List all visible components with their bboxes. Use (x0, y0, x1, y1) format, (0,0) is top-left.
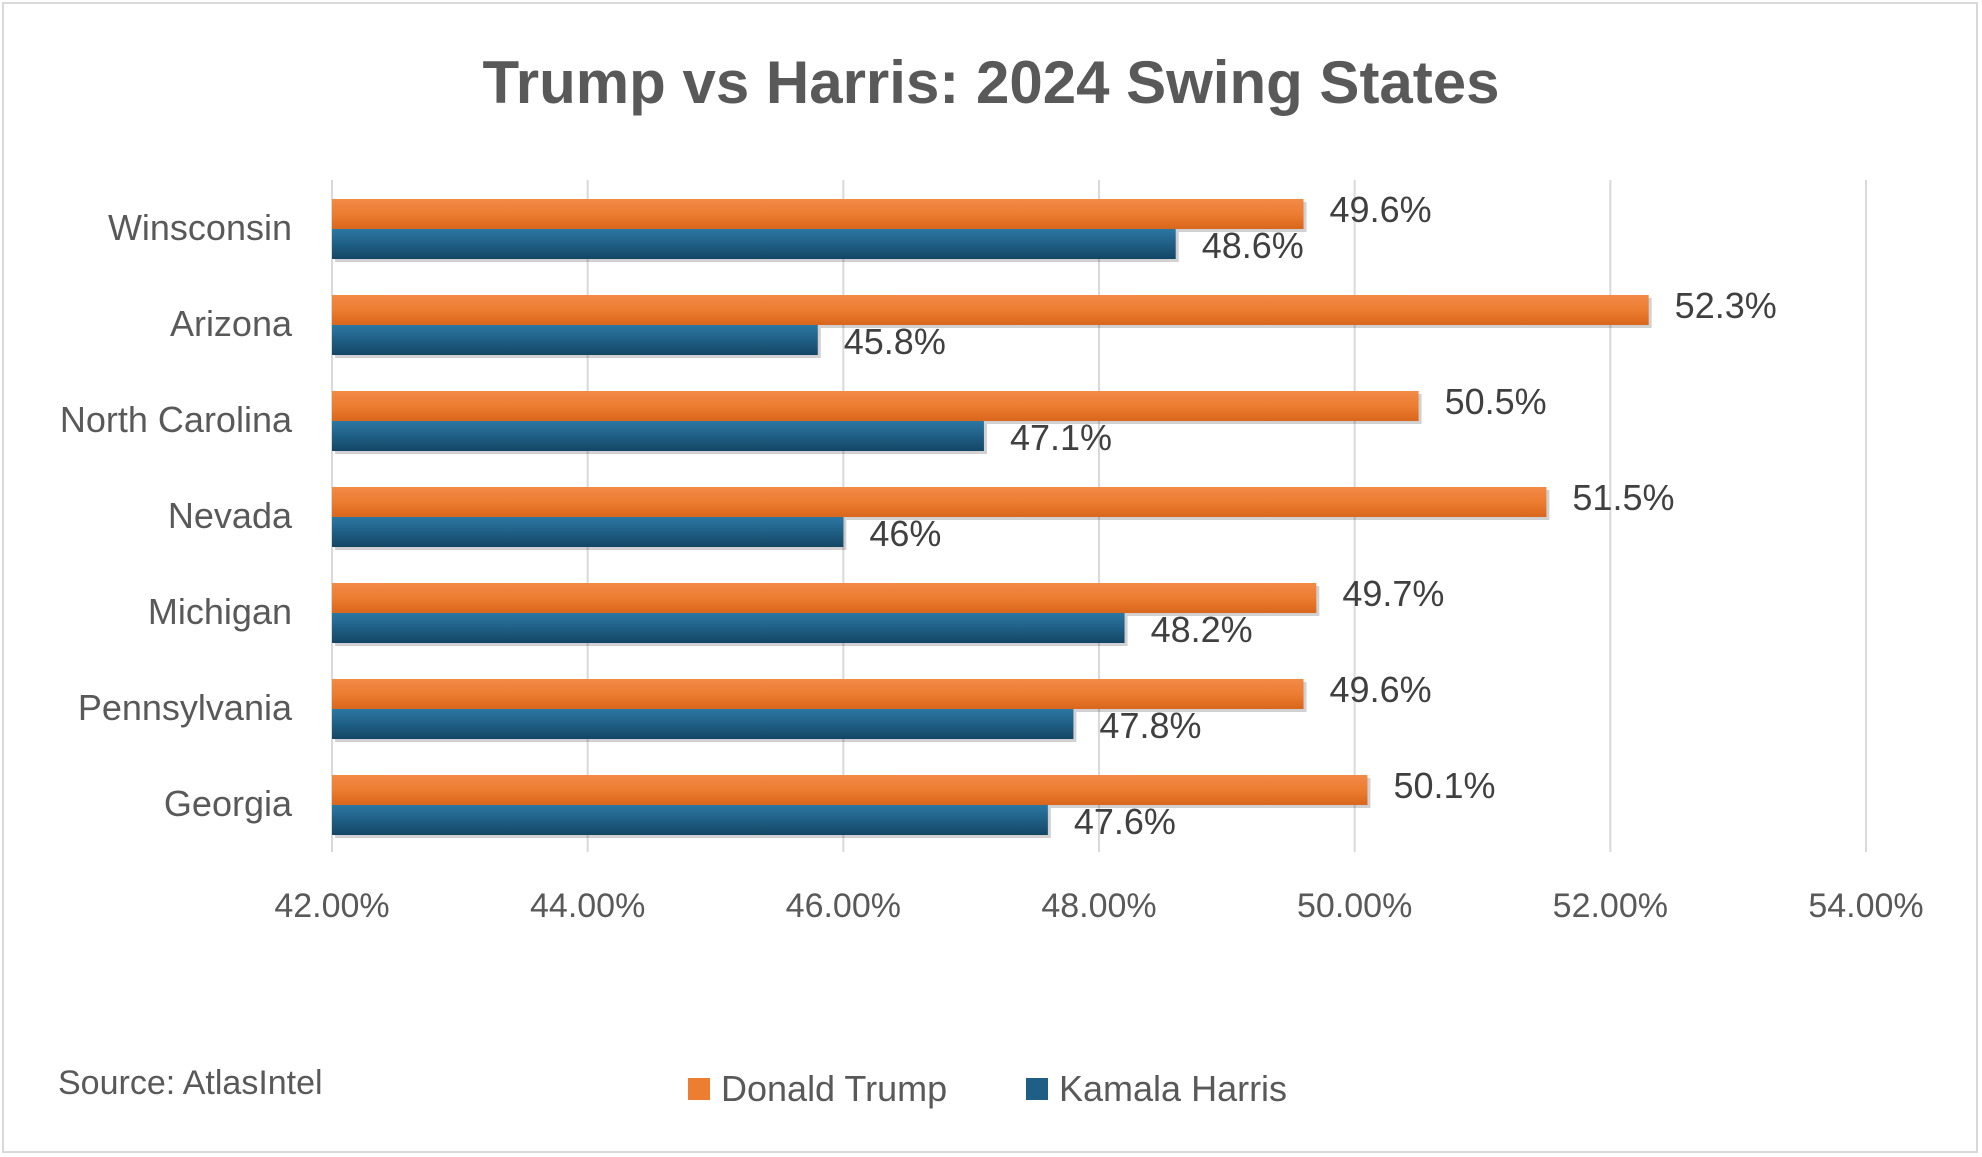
x-tick-labels: 42.00% 44.00% 46.00% 48.00% 50.00% 52.00% 54.0… (274, 887, 1923, 925)
bars-group (332, 199, 1652, 838)
x-tick-label-2: 46.00% (786, 887, 901, 925)
bar-donald-trump-nevada (332, 487, 1547, 517)
legend: Donald Trump Kamala Harris (688, 1068, 1287, 1109)
legend-label-donald-trump: Donald Trump (721, 1068, 947, 1109)
bar-kamala-harris-nevada (332, 517, 844, 547)
bar-kamala-harris-pennsylvania (332, 709, 1074, 739)
bar-donald-trump-north-carolina (332, 391, 1419, 421)
data-label-kamala-harris-georgia: 47.6% (1074, 801, 1176, 842)
category-labels: Winsconsin Arizona North Carolina Nevada Mic… (60, 207, 293, 824)
x-tick-label-1: 44.00% (530, 887, 645, 925)
data-label-donald-trump-georgia: 50.1% (1393, 765, 1495, 806)
x-tick-label-3: 48.00% (1041, 887, 1156, 925)
bar-kamala-harris-georgia (332, 805, 1048, 835)
data-label-kamala-harris-north-carolina: 47.1% (1010, 417, 1112, 458)
category-label-nevada: Nevada (168, 495, 293, 536)
chart-title: Trump vs Harris: 2024 Swing States (482, 49, 1499, 116)
bar-donald-trump-michigan (332, 583, 1317, 613)
bar-donald-trump-georgia (332, 775, 1368, 805)
data-label-donald-trump-winsconsin: 49.6% (1330, 189, 1432, 230)
category-label-georgia: Georgia (164, 783, 293, 824)
data-labels: 49.6% 48.6% 52.3% 45.8% 50.5% 47.1% 51.5% 46% 49… (844, 189, 1777, 842)
bar-kamala-harris-winsconsin (332, 229, 1176, 259)
bar-donald-trump-winsconsin (332, 199, 1304, 229)
bar-donald-trump-arizona (332, 295, 1649, 325)
data-label-donald-trump-arizona: 52.3% (1675, 285, 1777, 326)
bar-kamala-harris-michigan (332, 613, 1125, 643)
data-label-kamala-harris-pennsylvania: 47.8% (1099, 705, 1201, 746)
bar-kamala-harris-north-carolina (332, 421, 984, 451)
source-note: Source: AtlasIntel (58, 1064, 323, 1102)
data-label-kamala-harris-arizona: 45.8% (844, 321, 946, 362)
x-tick-label-6: 54.00% (1808, 887, 1923, 925)
category-label-north-carolina: North Carolina (60, 399, 293, 440)
category-label-michigan: Michigan (148, 591, 292, 632)
data-label-donald-trump-pennsylvania: 49.6% (1330, 669, 1432, 710)
category-label-arizona: Arizona (170, 303, 293, 344)
data-label-kamala-harris-winsconsin: 48.6% (1202, 225, 1304, 266)
legend-swatch-kamala-harris (1026, 1078, 1048, 1100)
data-label-donald-trump-nevada: 51.5% (1572, 477, 1674, 518)
data-label-kamala-harris-nevada: 46% (869, 513, 941, 554)
bar-kamala-harris-arizona (332, 325, 818, 355)
bar-donald-trump-pennsylvania (332, 679, 1304, 709)
x-tick-label-5: 52.00% (1553, 887, 1668, 925)
data-label-donald-trump-michigan: 49.7% (1342, 573, 1444, 614)
category-label-winsconsin: Winsconsin (108, 207, 292, 248)
x-tick-label-4: 50.00% (1297, 887, 1412, 925)
data-label-kamala-harris-michigan: 48.2% (1151, 609, 1253, 650)
category-label-pennsylvania: Pennsylvania (78, 687, 293, 728)
legend-swatch-donald-trump (688, 1078, 710, 1100)
legend-label-kamala-harris: Kamala Harris (1059, 1068, 1287, 1109)
data-label-donald-trump-north-carolina: 50.5% (1445, 381, 1547, 422)
x-tick-label-0: 42.00% (274, 887, 389, 925)
